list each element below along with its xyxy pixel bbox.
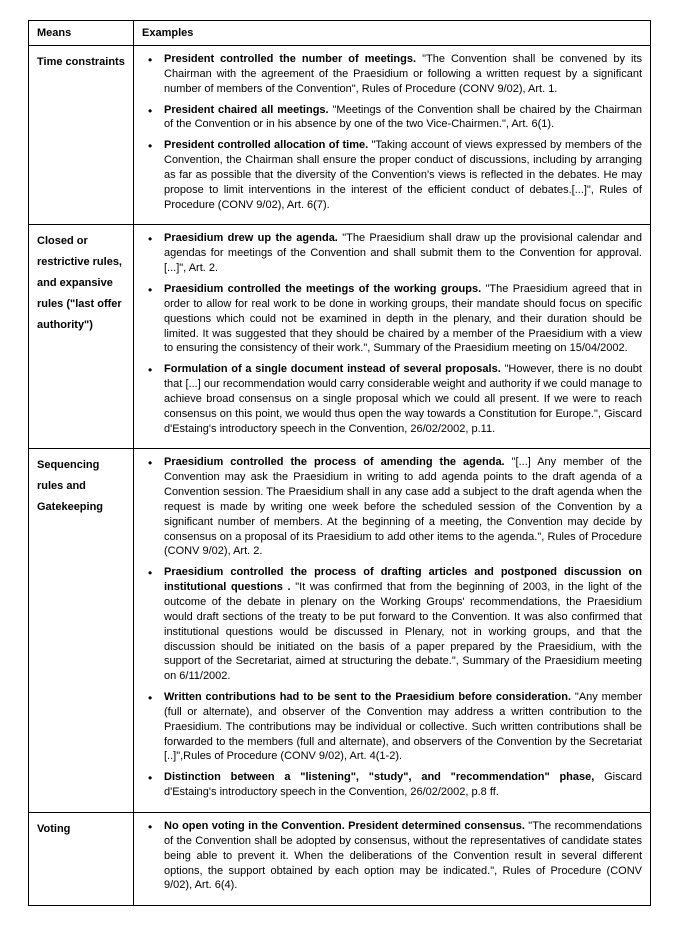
table-row: Time constraints President controlled the… [29, 46, 651, 225]
example-item: President controlled allocation of time.… [142, 138, 642, 212]
means-cell: Closed or restrictive rules, and expansi… [29, 225, 134, 449]
means-cell: Sequencing rules and Gatekeeping [29, 449, 134, 813]
examples-cell: Praesidium controlled the process of ame… [134, 449, 651, 813]
example-item: Praesidium controlled the meetings of th… [142, 282, 642, 356]
example-lead: President controlled the number of meeti… [164, 53, 416, 65]
examples-cell: Praesidium drew up the agenda. "The Prae… [134, 225, 651, 449]
example-item: Praesidium controlled the process of ame… [142, 455, 642, 559]
example-lead: Distinction between a "listening", "stud… [164, 771, 594, 783]
example-lead: President controlled allocation of time. [164, 139, 368, 151]
header-row: Means Examples [29, 21, 651, 46]
example-lead: Praesidium controlled the meetings of th… [164, 283, 481, 295]
example-lead: Praesidium controlled the process of ame… [164, 456, 505, 468]
example-item: President controlled the number of meeti… [142, 52, 642, 97]
table-row: Voting No open voting in the Convention. … [29, 812, 651, 905]
example-lead: Praesidium drew up the agenda. [164, 232, 338, 244]
example-item: President chaired all meetings. "Meeting… [142, 103, 642, 133]
example-tail: "It was confirmed that from the beginnin… [164, 581, 642, 682]
header-means: Means [29, 21, 134, 46]
examples-list: Praesidium drew up the agenda. "The Prae… [142, 231, 642, 436]
examples-cell: President controlled the number of meeti… [134, 46, 651, 225]
examples-list: Praesidium controlled the process of ame… [142, 455, 642, 800]
header-examples: Examples [134, 21, 651, 46]
example-tail: "[...] Any member of the Convention may … [164, 456, 642, 557]
example-lead: Formulation of a single document instead… [164, 363, 501, 375]
means-cell: Time constraints [29, 46, 134, 225]
page: Means Examples Time constraintsPresident… [0, 0, 679, 926]
rules-table: Means Examples Time constraintsPresident… [28, 20, 651, 906]
example-lead: Written contributions had to be sent to … [164, 691, 571, 703]
example-item: Written contributions had to be sent to … [142, 690, 642, 764]
examples-cell: No open voting in the Convention. Presid… [134, 812, 651, 905]
example-lead: President chaired all meetings. [164, 104, 329, 116]
example-item: Formulation of a single document instead… [142, 362, 642, 436]
example-lead: No open voting in the Convention. Presid… [164, 820, 525, 832]
examples-list: President controlled the number of meeti… [142, 52, 642, 212]
examples-list: No open voting in the Convention. Presid… [142, 819, 642, 893]
example-item: Distinction between a "listening", "stud… [142, 770, 642, 800]
example-item: Praesidium drew up the agenda. "The Prae… [142, 231, 642, 276]
table-row: Closed or restrictive rules, and expansi… [29, 225, 651, 449]
table-row: Sequencing rules and GatekeepingPraesidi… [29, 449, 651, 813]
example-item: Praesidium controlled the process of dra… [142, 565, 642, 684]
example-item: No open voting in the Convention. Presid… [142, 819, 642, 893]
means-cell: Voting [29, 812, 134, 905]
